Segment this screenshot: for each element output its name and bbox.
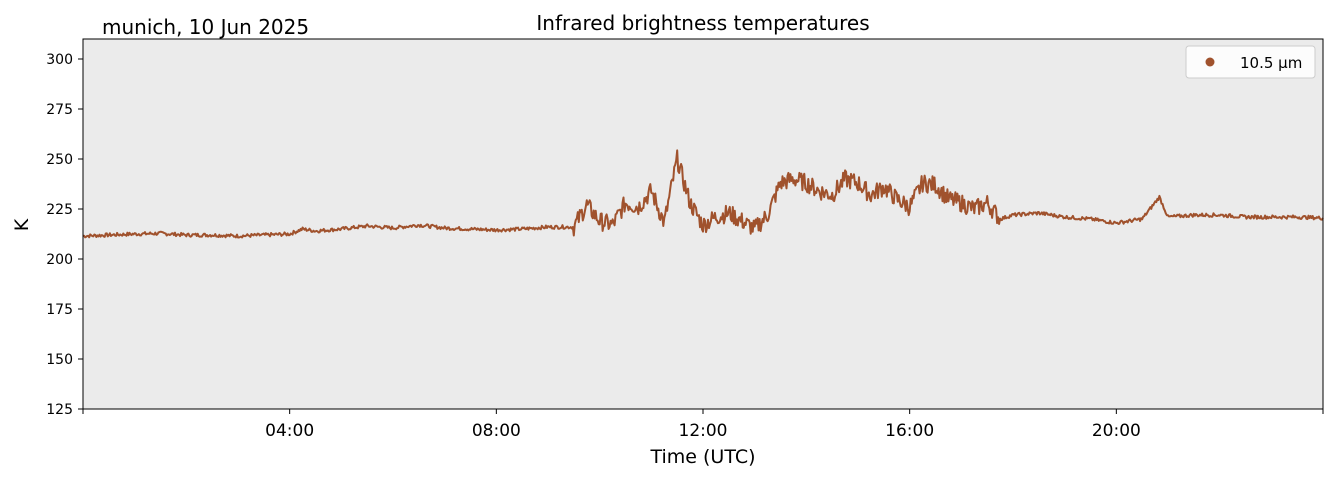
series-layer [82,149,1324,239]
legend-box [1185,45,1316,79]
y-tick-label: 300 [46,52,73,68]
legend-label: 10.5 µm [1240,54,1302,72]
y-tick-label: 125 [46,402,73,418]
y-tick-label: 200 [46,252,73,268]
x-axis-label: Time (UTC) [649,446,755,468]
legend: 10.5 µm [1185,45,1316,79]
y-tick-label: 225 [46,202,73,218]
x-tick-label: 08:00 [472,421,521,441]
x-axis: 04:00 08:00 12:00 16:00 20:00 [82,409,1324,441]
x-tick-label: 20:00 [1092,421,1141,441]
y-tick-label: 275 [46,102,73,118]
x-tick-label: 16:00 [885,421,934,441]
legend-marker [1205,57,1215,67]
chart-title: Infrared brightness temperatures [536,11,869,35]
y-axis-label: K [11,218,33,231]
location-date-label: munich, 10 Jun 2025 [102,15,309,39]
x-tick-label: 12:00 [679,421,728,441]
y-tick-label: 150 [46,352,73,368]
series-line [82,149,1324,239]
y-tick-label: 250 [46,152,73,168]
y-tick-label: 175 [46,302,73,318]
y-axis: 125 150 175 200 225 250 275 300 [46,52,83,418]
x-tick-label: 04:00 [265,421,314,441]
